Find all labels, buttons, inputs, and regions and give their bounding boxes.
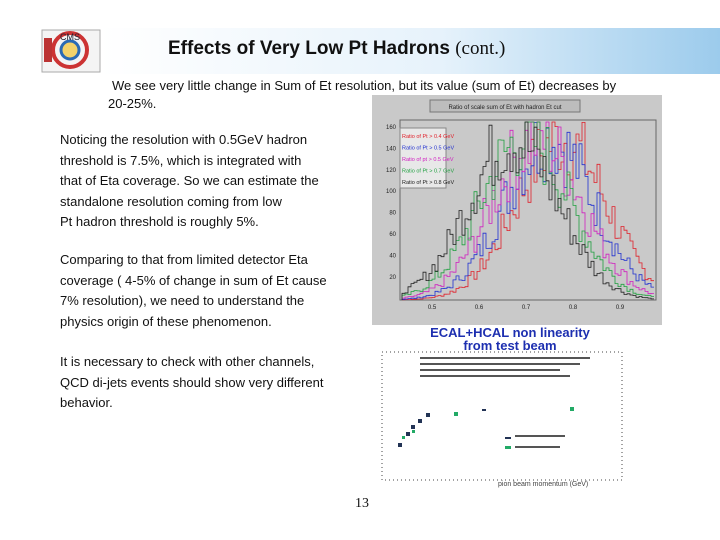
nonlinearity-title: ECAL+HCAL non linearity — [430, 325, 591, 340]
paragraph-line: behavior. — [60, 395, 113, 410]
logo: CMS — [41, 29, 101, 73]
histogram-title: Ratio of scale sum of Et with hadron Et … — [448, 105, 561, 111]
title-suffix: (cont.) — [455, 38, 506, 59]
paragraph-line: Noticing the resolution with 0.5GeV hadr… — [60, 132, 308, 147]
histogram-outline — [401, 121, 654, 301]
histogram-figure: Ratio of scale sum of Et with hadron Et … — [372, 95, 662, 325]
legend-label: Ratio of Pt > 0.7 GeV — [402, 169, 454, 175]
x-tick-label: 0.5 — [428, 305, 437, 311]
legend-label: Ratio of Pt > 0.4 GeV — [402, 134, 454, 140]
paragraph-line: coverage ( 4-5% of change in sum of Et c… — [60, 272, 327, 288]
x-tick-label: 0.9 — [616, 305, 625, 311]
y-tick-label: 160 — [386, 125, 397, 131]
page-number: 13 — [355, 496, 369, 511]
paragraph-line: threshold is 7.5%, which is integrated w… — [60, 152, 302, 168]
paragraph-line: 7% resolution), we need to understand th… — [60, 293, 305, 308]
y-tick-label: 20 — [389, 275, 396, 281]
logo-text: CMS — [60, 32, 80, 42]
slide-title: Effects of Very Low Pt Hadrons (cont.) — [168, 38, 505, 60]
y-tick-label: 120 — [386, 168, 397, 174]
nonlinearity-x-label: pion beam momentum (GeV) — [498, 481, 588, 488]
paragraph-line: that of Eta coverage. So we can estimate… — [60, 173, 319, 188]
y-tick-label: 80 — [389, 211, 396, 217]
paragraph-line: It is necessary to check with other chan… — [60, 354, 315, 369]
header-band — [100, 28, 720, 74]
legend-label: Ratio of pt > 0.5 GeV — [402, 157, 454, 163]
x-tick-label: 0.8 — [569, 305, 578, 311]
y-tick-label: 100 — [386, 189, 397, 195]
nonlinearity-figure: ECAL+HCAL non linearity from test beam p… — [381, 325, 623, 488]
paragraph-line: standalone resolution coming from low — [60, 193, 282, 209]
histogram-outline — [401, 122, 654, 300]
plot-points — [398, 407, 574, 449]
y-tick-label: 140 — [386, 146, 397, 152]
intro-line: 20-25%. — [108, 96, 157, 111]
y-tick-label: 60 — [389, 232, 396, 238]
legend-text-blur — [420, 357, 590, 448]
legend-label: Ratio of Pt > 0.5 GeV — [402, 146, 454, 152]
histogram-outline — [401, 121, 654, 300]
x-tick-label: 0.7 — [522, 305, 531, 311]
nonlinearity-subtitle: from test beam — [463, 338, 556, 353]
paragraph-line: Comparing to that from limited detector … — [60, 252, 308, 267]
paragraph-line: QCD di-jets events should show very diff… — [60, 374, 324, 390]
y-tick-label: 40 — [389, 253, 396, 259]
x-tick-label: 0.6 — [475, 305, 484, 311]
paragraph-line: Pt hadron threshold is roughly 5%. — [60, 214, 259, 229]
intro-line: We see very little change in Sum of Et r… — [112, 78, 617, 93]
legend-label: Ratio of Pt > 0.8 GeV — [402, 180, 454, 186]
title-main: Effects of Very Low Pt Hadrons — [168, 38, 450, 59]
paragraph-line: physics origin of these phenomenon. — [60, 313, 272, 329]
